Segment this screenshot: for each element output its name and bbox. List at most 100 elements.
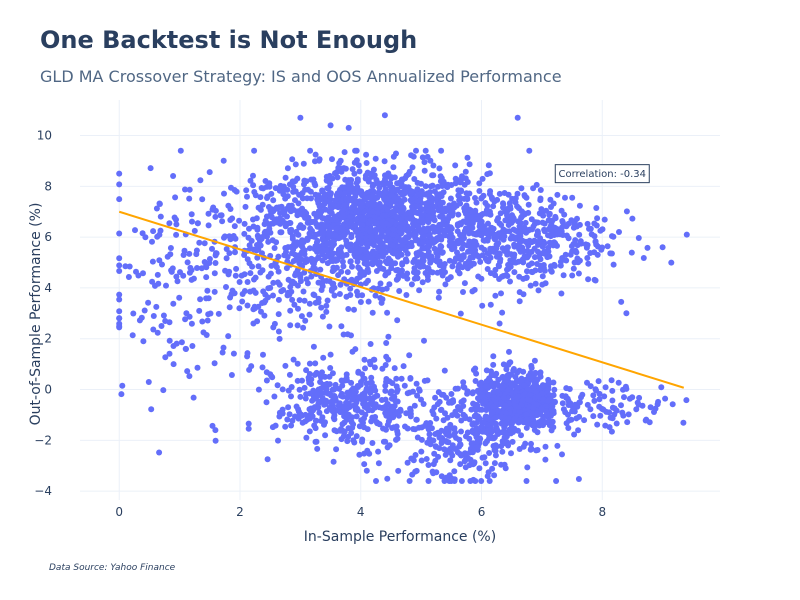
- scatter-point: [560, 272, 567, 279]
- scatter-point: [159, 261, 165, 268]
- scatter-point: [588, 231, 595, 238]
- scatter-point: [186, 373, 193, 380]
- scatter-point: [340, 263, 347, 270]
- scatter-point: [508, 371, 515, 378]
- scatter-point: [418, 396, 424, 403]
- x-axis-ticks: 0 2 4 6 8: [115, 505, 606, 519]
- scatter-point: [539, 382, 546, 389]
- scatter-point: [593, 205, 600, 211]
- scatter-point: [169, 265, 176, 272]
- scatter-point: [457, 461, 464, 468]
- scatter-point: [442, 281, 449, 288]
- scatter-point: [683, 397, 690, 404]
- scatter-point: [271, 245, 278, 251]
- scatter-point: [545, 226, 552, 233]
- scatter-point: [308, 273, 315, 280]
- scatter-point: [378, 397, 385, 403]
- scatter-point: [437, 243, 444, 249]
- scatter-point: [160, 387, 167, 394]
- scatter-point: [351, 222, 358, 229]
- scatter-point: [424, 243, 431, 249]
- scatter-point: [594, 215, 601, 222]
- scatter-point: [483, 210, 490, 217]
- scatter-point: [444, 184, 451, 191]
- scatter-point: [575, 427, 582, 434]
- scatter-point: [539, 273, 546, 280]
- scatter-point: [504, 248, 510, 255]
- scatter-point: [322, 419, 328, 426]
- scatter-point: [231, 187, 238, 193]
- scatter-point: [306, 360, 313, 367]
- scatter-point: [457, 237, 464, 243]
- scatter-point: [482, 200, 489, 206]
- scatter-point: [404, 390, 411, 397]
- scatter-point: [315, 200, 322, 207]
- scatter-point: [575, 476, 582, 482]
- scatter-point: [576, 257, 583, 264]
- scatter-point: [402, 256, 409, 263]
- scatter-point: [432, 443, 439, 450]
- scatter-point: [260, 351, 266, 358]
- scatter-point: [250, 182, 257, 189]
- scatter-point: [215, 310, 222, 317]
- scatter-point: [312, 360, 319, 367]
- scatter-point: [483, 407, 490, 413]
- scatter-point: [271, 218, 278, 225]
- scatter-point: [436, 288, 443, 295]
- scatter-point: [264, 456, 271, 463]
- scatter-point: [173, 216, 179, 223]
- scatter-point: [302, 395, 309, 402]
- scatter-point: [363, 151, 370, 158]
- scatter-point: [437, 200, 443, 207]
- scatter-point: [352, 199, 359, 206]
- scatter-point: [622, 383, 629, 390]
- scatter-point: [300, 160, 307, 167]
- scatter-point: [291, 301, 298, 308]
- scatter-point: [279, 386, 286, 393]
- scatter-point: [153, 303, 160, 310]
- scatter-point: [558, 228, 565, 235]
- scatter-point: [633, 406, 640, 413]
- scatter-point: [303, 256, 310, 263]
- scatter-point: [390, 164, 397, 171]
- scatter-point: [239, 298, 246, 305]
- scatter-point: [368, 398, 375, 405]
- scatter-point: [288, 393, 294, 400]
- scatter-point: [400, 363, 407, 370]
- scatter-point: [372, 201, 379, 208]
- scatter-point: [135, 272, 142, 279]
- scatter-point: [455, 404, 461, 410]
- scatter-point: [206, 169, 213, 176]
- scatter-point: [265, 273, 272, 280]
- scatter-point: [324, 297, 331, 304]
- scatter-point: [503, 366, 510, 373]
- scatter-point: [330, 250, 337, 257]
- scatter-point: [353, 249, 360, 256]
- scatter-point: [306, 311, 313, 318]
- scatter-point: [282, 174, 289, 181]
- scatter-point: [363, 248, 370, 255]
- scatter-point: [494, 426, 501, 433]
- scatter-point: [379, 220, 386, 227]
- scatter-point: [326, 323, 333, 330]
- scatter-point: [510, 252, 517, 259]
- scatter-point: [441, 261, 448, 267]
- scatter-point: [327, 405, 334, 412]
- scatter-point: [329, 256, 336, 263]
- scatter-point: [569, 194, 576, 201]
- scatter-point: [312, 299, 319, 306]
- scatter-point: [241, 271, 248, 278]
- scatter-point: [303, 434, 310, 441]
- scatter-point: [490, 443, 497, 449]
- scatter-point: [365, 277, 371, 284]
- scatter-point: [490, 361, 497, 368]
- scatter-point: [585, 276, 592, 283]
- scatter-point: [318, 227, 325, 233]
- scatter-point: [182, 316, 189, 323]
- scatter-point: [384, 421, 391, 428]
- scatter-point: [404, 459, 411, 466]
- scatter-point: [403, 292, 410, 298]
- scatter-point: [394, 428, 401, 435]
- scatter-point: [387, 258, 394, 264]
- scatter-point: [594, 421, 601, 428]
